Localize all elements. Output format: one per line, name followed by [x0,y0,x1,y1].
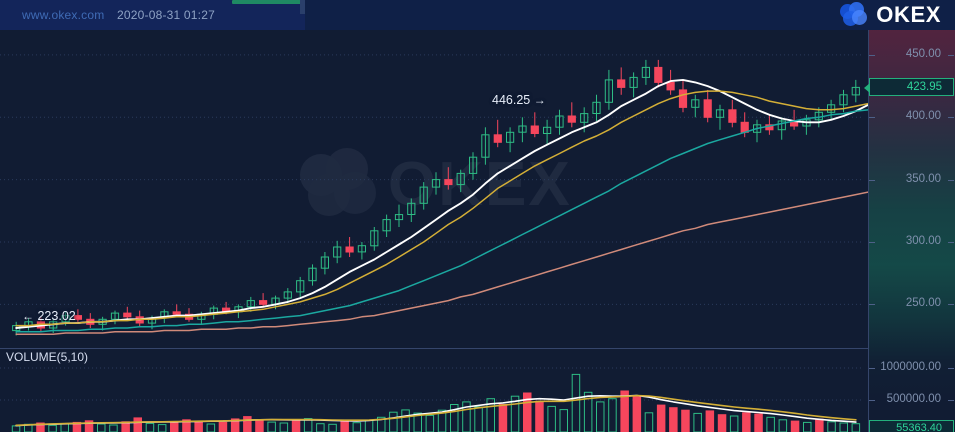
price-axis-label-4: 250.00 [905,297,941,310]
price-axis-label-0-tick-right [948,54,954,56]
pane-divider [0,348,868,349]
high-price-annotation: 446.25 → [492,93,546,107]
top-edge-divider [300,0,305,14]
volume-axis-label-0-tick-right [948,368,954,369]
okex-brand[interactable]: OKEX [840,0,941,30]
price-axis-label-2: 350.00 [905,172,941,185]
price-axis-label-0-tick [869,54,875,56]
volume-axis-label-1: 500000.00 [886,393,941,405]
price-axis-label-2-tick-right [948,179,954,181]
price-axis-label-0: 450.00 [905,47,941,60]
okex-dots-logo-icon [840,2,869,28]
timestamp: 2020-08-31 01:27 [117,8,215,22]
volume-study-label: VOLUME(5,10) [6,350,89,364]
browser-header-bar: www.okex.com 2020-08-31 01:27 OKEX [0,0,955,30]
arrow-right-icon: → [533,93,546,107]
price-axis-label-3: 300.00 [905,235,941,247]
top-green-indicator [232,0,304,4]
volume-axis-label-0-tick [869,368,875,369]
current-volume-tag[interactable]: 55363.40 [869,420,954,432]
price-axis-label-4-tick-right [948,304,954,306]
current-price-value: 423.95 [906,81,942,94]
price-axis-label-3-tick-right [948,242,954,243]
low-price-value: 223.02 [37,309,76,323]
price-chart-pane[interactable] [0,30,868,348]
current-price-tag[interactable]: 423.95 [864,78,954,97]
current-volume-value: 55363.40 [896,422,942,432]
price-axis-label-1-tick [869,117,875,119]
site-url[interactable]: www.okex.com [22,8,105,22]
header-left-panel [0,0,305,30]
price-axis-label-4-tick [869,304,875,306]
volume-axis-label-1-tick-right [948,400,954,401]
volume-axis-label-0: 1000000.00 [880,361,941,373]
high-price-value: 446.25 [492,93,531,107]
low-price-annotation: ← 223.02 [22,309,76,323]
price-axis-label-1-tick-right [948,117,954,119]
arrow-left-icon: ← [22,309,34,323]
volume-axis-label-1-tick [869,400,875,401]
price-axis-label-3-tick [869,242,875,243]
brand-name: OKEX [876,2,941,27]
price-axis-label-2-tick [869,179,875,181]
price-axis-label-1: 400.00 [905,110,941,123]
volume-chart-pane[interactable] [0,352,868,432]
